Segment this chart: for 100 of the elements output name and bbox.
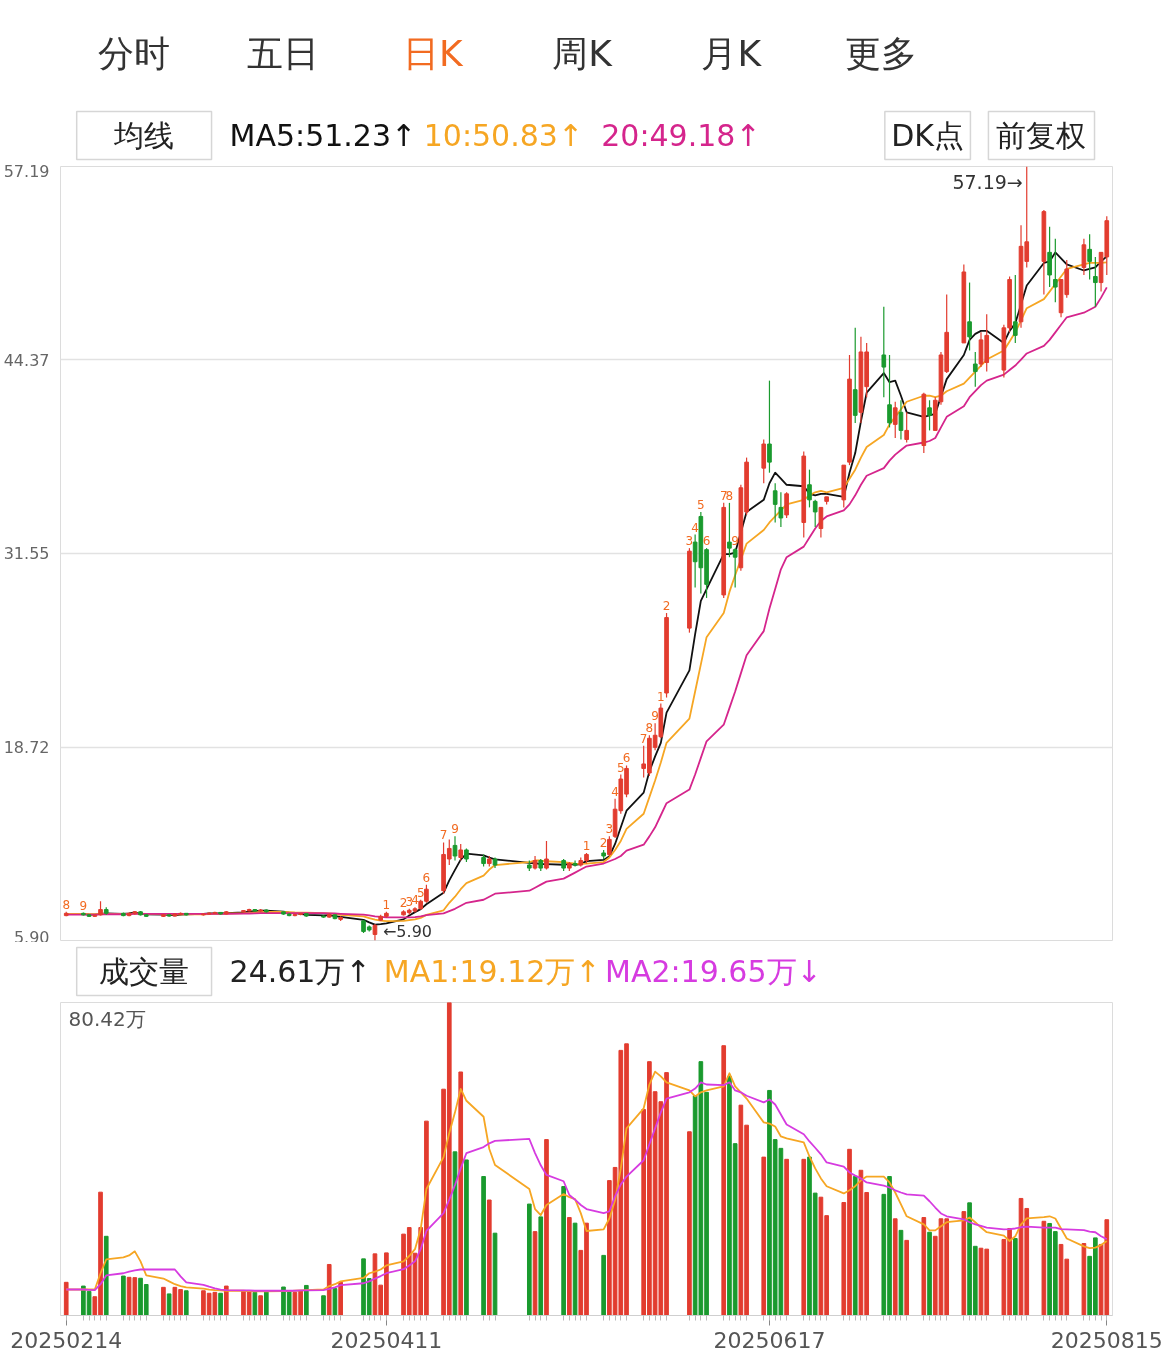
annotation: 6 (622, 751, 631, 766)
text: MA5:51.23↑ (229, 118, 417, 153)
bar (103, 1235, 109, 1316)
annotation: 5 (416, 885, 425, 900)
candlestick (727, 502, 732, 558)
annotation: 7 (639, 731, 648, 746)
annotation: 9 (451, 822, 459, 837)
bar (572, 1222, 578, 1316)
annotation: 5 (697, 497, 705, 512)
bar (921, 1217, 927, 1316)
candlestick (1053, 238, 1058, 303)
bar (561, 1186, 566, 1316)
y-tick-label: 44.37 (3, 350, 50, 370)
candlestick (1047, 226, 1052, 288)
annotation: 9 (79, 898, 88, 913)
bar (544, 1139, 549, 1316)
annotation: 5 (616, 760, 625, 775)
candlestick (767, 380, 772, 474)
annotation: 6 (422, 870, 431, 885)
y-tick-label: 57.19 (3, 161, 50, 181)
bar (527, 1203, 532, 1316)
annotation: 4 (691, 520, 699, 535)
bar (601, 1254, 606, 1316)
legend-title: 成交量 (99, 954, 190, 989)
bar (332, 1288, 338, 1316)
legend-title: 均线 (113, 118, 175, 153)
candlestick (452, 835, 458, 862)
x-tick-label: 20250214 (10, 1327, 123, 1353)
bar (183, 1290, 189, 1316)
candlestick (607, 835, 612, 857)
text: MA1:19.12万↑ (383, 954, 601, 989)
bar (161, 1286, 166, 1316)
bar (218, 1292, 223, 1316)
bar (927, 1231, 932, 1316)
bar (338, 1281, 343, 1316)
annotation: 8 (725, 488, 734, 503)
annotation: 7 (719, 488, 728, 503)
bar (892, 1218, 898, 1316)
bar (321, 1295, 326, 1316)
text: 更多 (844, 33, 917, 74)
bar (1081, 1243, 1087, 1316)
bar (486, 1199, 492, 1316)
bar (326, 1263, 332, 1316)
candlestick (898, 399, 904, 441)
x-tick-label: 20250411 (330, 1327, 443, 1353)
annotation: 1 (582, 838, 591, 853)
bar (1041, 1220, 1047, 1316)
bar (1012, 1238, 1018, 1316)
annotation: 4 (411, 893, 419, 908)
bar (532, 1231, 538, 1316)
annotation: 9 (731, 534, 739, 549)
candlestick (972, 351, 978, 388)
annotation: 1 (382, 897, 391, 912)
bar (852, 1176, 858, 1316)
y-tick-label: 31.55 (3, 544, 50, 564)
text: 24.61万↑ (229, 954, 371, 989)
bar (801, 1158, 807, 1316)
bar (784, 1158, 789, 1316)
bar (63, 1281, 69, 1316)
candlestick (732, 547, 738, 588)
bar (538, 1216, 544, 1316)
bar (687, 1131, 692, 1316)
text: 10:50.83↑ (423, 118, 584, 153)
text: 五日 (247, 33, 320, 74)
text: MA2:19.65万↓ (605, 954, 822, 989)
text: 20:49.18↑ (601, 118, 761, 153)
x-tick-label: 20250815 (1050, 1327, 1163, 1353)
bar (458, 1071, 464, 1316)
annotation: 3 (685, 534, 694, 549)
text: 分时 (98, 33, 171, 74)
text: 日K (402, 33, 464, 74)
text: 前复权 (996, 118, 1087, 153)
candlestick (778, 491, 784, 528)
candlestick (1093, 256, 1098, 308)
annotation: ←5.90 (382, 921, 432, 941)
bar (464, 1159, 469, 1316)
candlestick (807, 469, 812, 508)
bar (492, 1232, 498, 1316)
annotation: 9 (651, 709, 659, 724)
candlestick (1087, 233, 1092, 281)
bar (481, 1176, 486, 1316)
bar (121, 1275, 126, 1316)
annotation: 7 (439, 828, 448, 843)
bar (252, 1291, 258, 1316)
annotation: 6 (702, 534, 711, 549)
annotation: 2 (399, 896, 408, 911)
x-tick-label: 20250617 (713, 1327, 826, 1353)
bar (898, 1229, 904, 1316)
candlestick (927, 399, 932, 432)
annotation: 8 (62, 897, 71, 912)
candlestick (812, 499, 818, 528)
bar (258, 1295, 263, 1316)
candlestick (887, 354, 892, 429)
candlestick (544, 840, 549, 871)
annotation: 2 (599, 835, 608, 850)
candlestick (881, 306, 887, 398)
candlestick (892, 401, 898, 439)
text: 周K (552, 33, 614, 74)
annotation: 4 (611, 784, 619, 799)
candlestick (818, 506, 824, 539)
